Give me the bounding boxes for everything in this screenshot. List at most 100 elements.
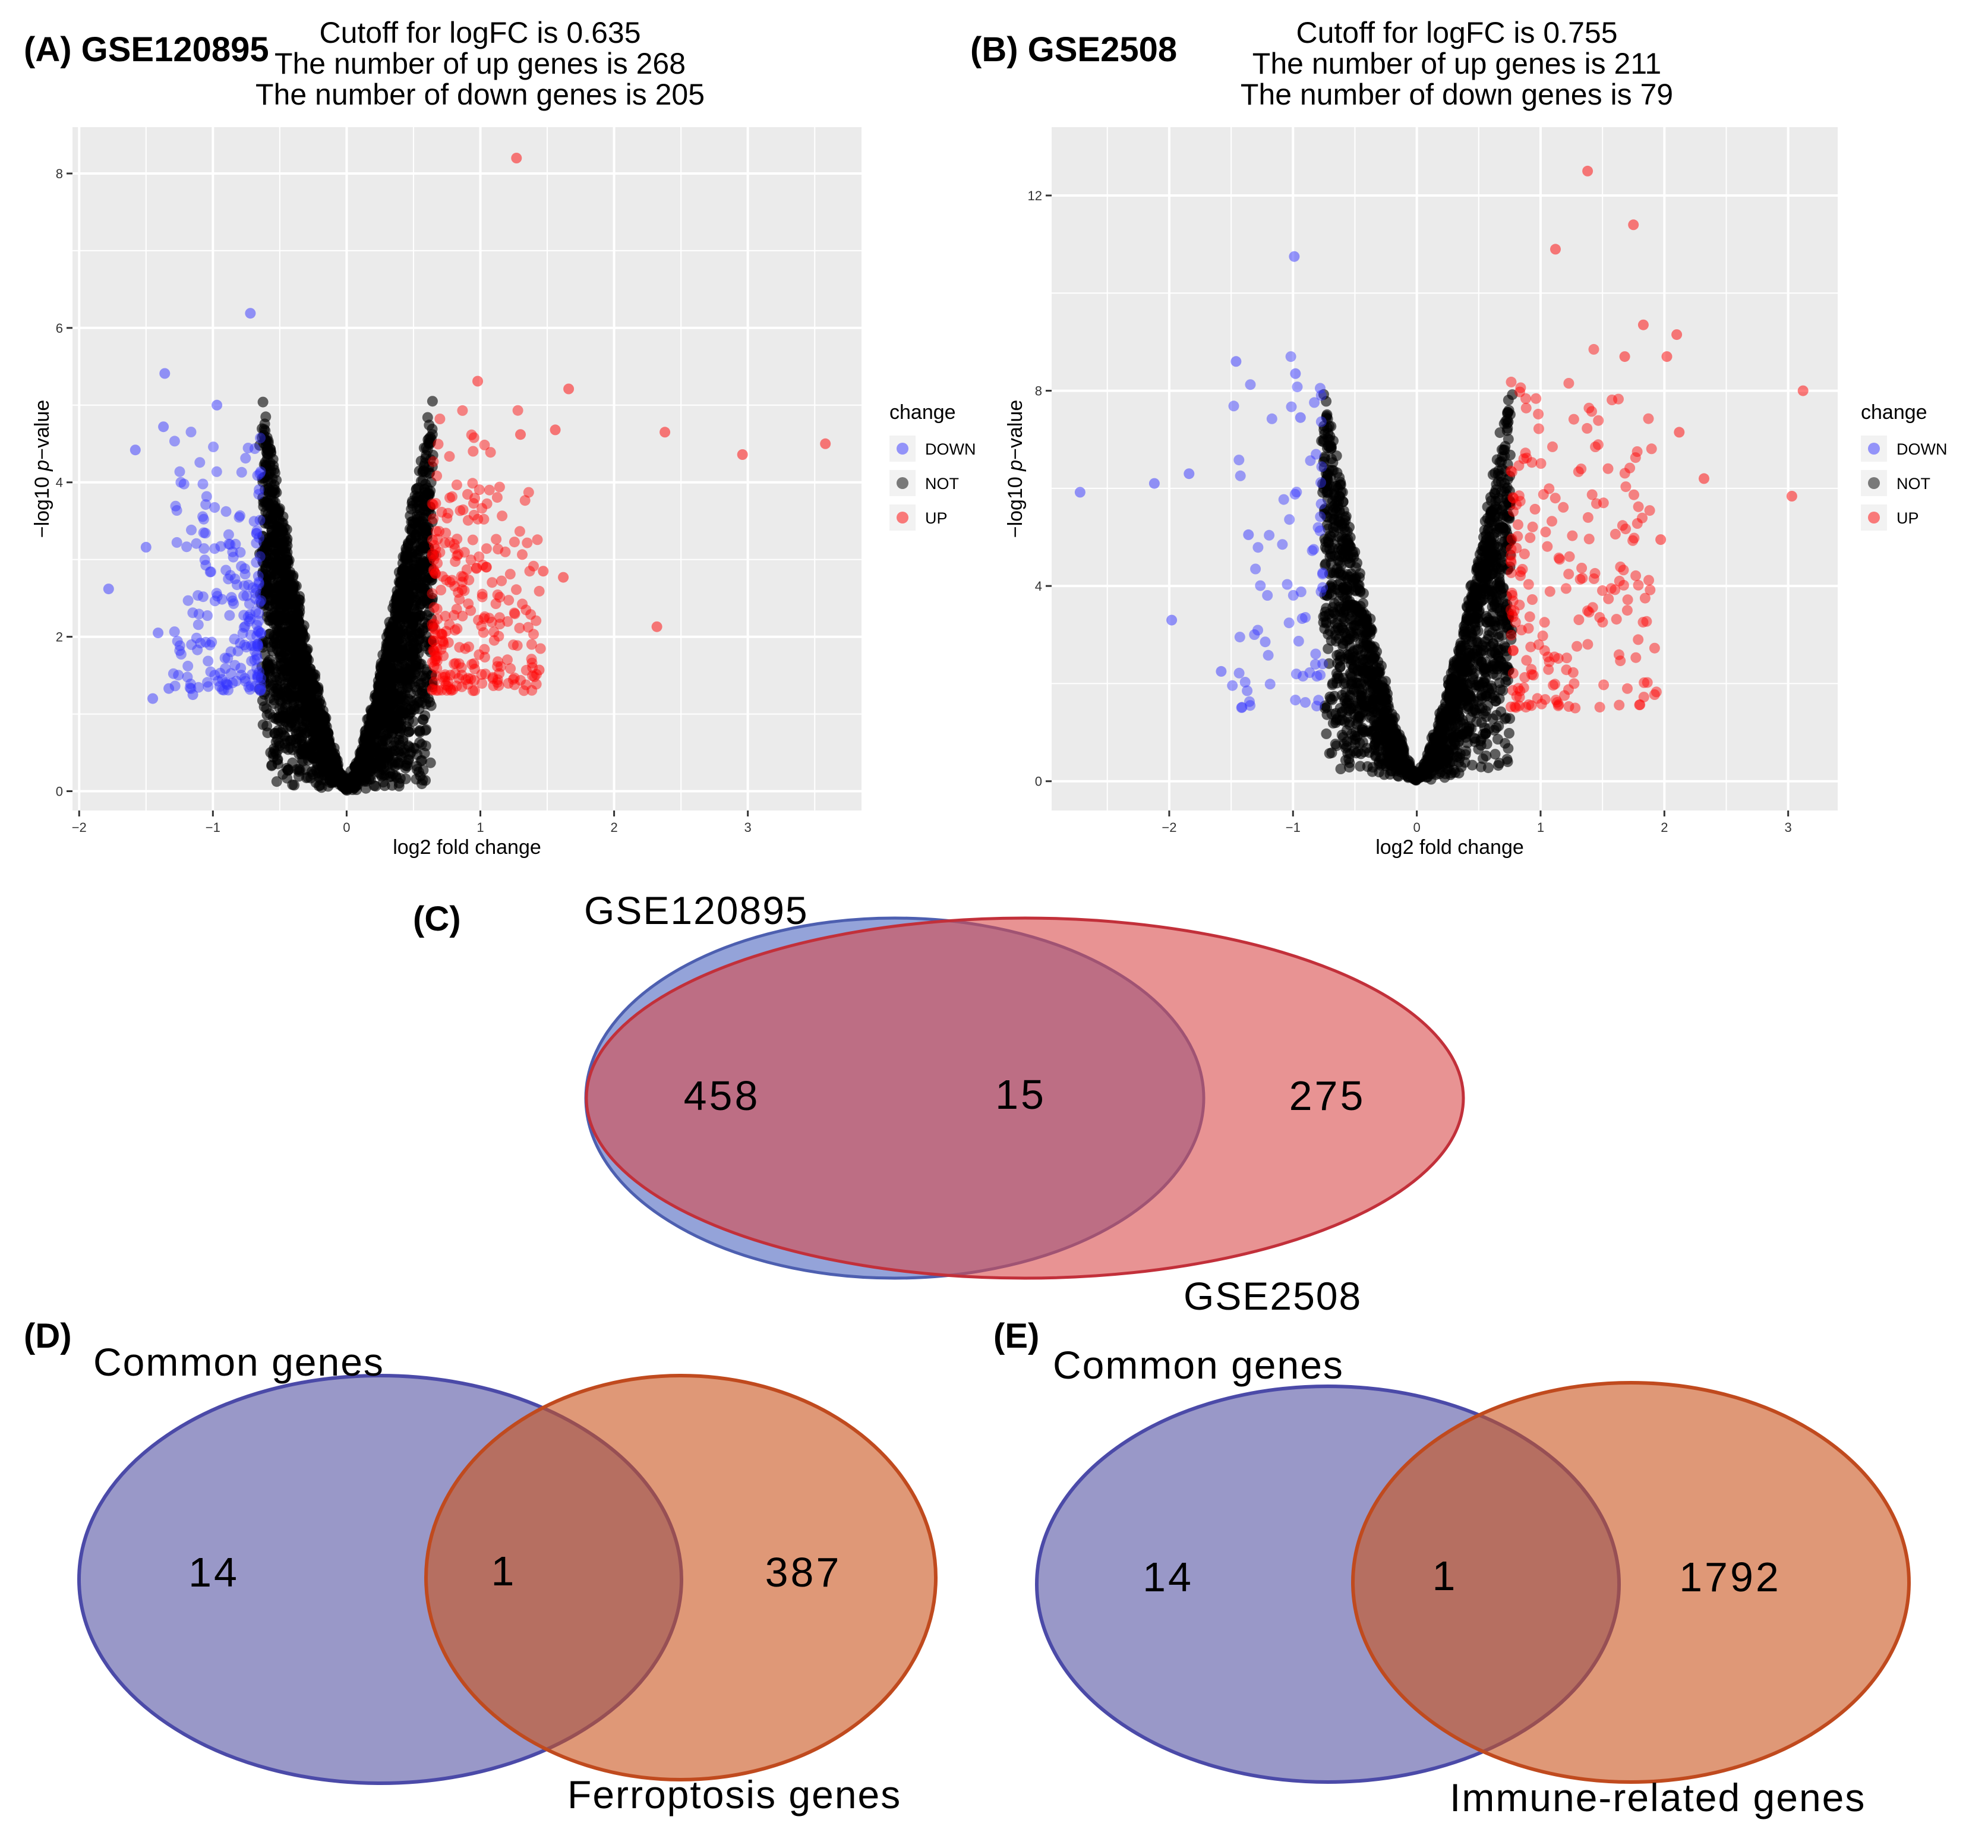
panel-b-point-not bbox=[1467, 706, 1478, 717]
panel-a-point-up bbox=[437, 671, 449, 683]
panel-a-point-down bbox=[225, 668, 236, 679]
panel-a-point-down bbox=[178, 478, 190, 490]
panel-a-point-up bbox=[431, 603, 443, 614]
panel-a-point-up bbox=[488, 626, 500, 638]
panel-b-point-not bbox=[1501, 661, 1513, 673]
panel-a-point-not bbox=[294, 713, 305, 724]
panel-a-point-down bbox=[209, 595, 220, 607]
panel-a-point-up bbox=[524, 566, 535, 577]
panel-a-point-up bbox=[465, 673, 477, 685]
panel-a-point-not bbox=[291, 675, 302, 686]
panel-b-point-not bbox=[1482, 682, 1493, 693]
panel-a-point-up bbox=[479, 439, 490, 450]
panel-a-point-down bbox=[235, 510, 245, 521]
panel-b-point-not bbox=[1491, 454, 1503, 465]
panel-a-point-not bbox=[317, 765, 329, 776]
panel-a-point-down bbox=[253, 626, 264, 637]
panel-a-point-up bbox=[504, 569, 516, 580]
panel-a-point-down bbox=[247, 669, 258, 680]
panel-a-point-up bbox=[449, 581, 460, 592]
panel-a-point-down bbox=[245, 680, 257, 691]
panel-a-point-down bbox=[209, 670, 220, 681]
panel-a-point-up bbox=[469, 674, 480, 686]
panel-a-point-down bbox=[239, 621, 251, 632]
panel-b-point-not bbox=[1487, 638, 1498, 649]
panel-a-point-up bbox=[453, 673, 464, 684]
panel-a-point-down bbox=[249, 443, 260, 454]
panel-a-point-up bbox=[450, 658, 461, 669]
panel-a-point-up bbox=[500, 546, 511, 557]
panel-a-point-down bbox=[254, 468, 266, 480]
panel-a-point-down bbox=[238, 590, 249, 601]
panel-b-point-not bbox=[1339, 635, 1350, 646]
panel-a-point-down bbox=[198, 543, 210, 554]
panel-b-point-not bbox=[1369, 641, 1380, 652]
panel-a-point-down bbox=[198, 527, 209, 538]
panel-a-point-not bbox=[405, 749, 416, 760]
panel-a-point-not bbox=[389, 637, 400, 648]
panel-a-point-up bbox=[427, 588, 438, 599]
panel-a-point-up bbox=[428, 622, 439, 633]
panel-a-point-up bbox=[488, 635, 500, 646]
panel-b-point-not bbox=[1499, 510, 1510, 521]
panel-a-point-down bbox=[228, 551, 239, 563]
panel-a-point-down bbox=[200, 636, 212, 648]
panel-a-point-not bbox=[306, 685, 317, 696]
panel-b-point-not bbox=[1335, 764, 1346, 774]
panel-a-point-up bbox=[493, 680, 504, 691]
panel-a-point-down bbox=[251, 584, 262, 595]
panel-a-point-down bbox=[203, 681, 214, 692]
panel-a-point-not bbox=[280, 702, 291, 713]
panel-a-point-down bbox=[232, 645, 244, 657]
panel-a-point-up bbox=[481, 562, 492, 573]
panel-a-point-down bbox=[209, 502, 220, 513]
panel-a-point-up bbox=[449, 539, 460, 550]
panel-a-point-not bbox=[374, 687, 385, 698]
panel-a-point-up bbox=[456, 570, 467, 582]
panel-a-point-not bbox=[414, 726, 425, 737]
panel-a-point-down bbox=[247, 582, 258, 594]
panel-a-point-up bbox=[432, 613, 443, 625]
panel-b-point-not bbox=[1358, 726, 1369, 737]
panel-a-point-up bbox=[441, 685, 453, 696]
panel-b-point-not bbox=[1484, 625, 1495, 636]
panel-a-point-up bbox=[503, 595, 515, 606]
panel-a-point-up bbox=[438, 650, 449, 661]
panel-a-point-up bbox=[490, 598, 501, 609]
panel-b-point-not bbox=[1330, 618, 1341, 629]
panel-a-point-down bbox=[223, 685, 233, 696]
panel-a-point-not bbox=[412, 491, 424, 503]
panel-a-point-up bbox=[517, 549, 528, 560]
panel-a-point-down bbox=[251, 557, 262, 568]
panel-a-point-down bbox=[227, 546, 238, 557]
panel-a-point-not bbox=[427, 621, 438, 632]
panel-a-point-up bbox=[502, 616, 513, 627]
panel-a-point-down bbox=[254, 685, 266, 696]
panel-a-point-down bbox=[229, 633, 240, 645]
panel-a-point-not bbox=[311, 695, 323, 706]
panel-a-point-not bbox=[427, 679, 438, 690]
panel-a-point-not bbox=[425, 700, 437, 711]
panel-a-point-up bbox=[487, 577, 498, 588]
panel-a-point-up bbox=[436, 506, 447, 518]
panel-a-point-not bbox=[270, 588, 281, 599]
panel-a-point-up bbox=[459, 547, 470, 558]
panel-a-y-tick-label: 8 bbox=[56, 166, 63, 181]
panel-a-point-down bbox=[209, 543, 220, 554]
panel-a-point-down bbox=[163, 683, 175, 694]
panel-a-point-up bbox=[514, 623, 525, 633]
panel-a-point-down bbox=[197, 478, 209, 490]
panel-a-point-not bbox=[282, 607, 293, 618]
panel-b-point-not bbox=[1329, 515, 1340, 526]
panel-a-point-down bbox=[172, 636, 183, 647]
panel-a-point-up bbox=[659, 427, 671, 438]
panel-a-point-up bbox=[509, 679, 520, 690]
panel-a-point-down bbox=[253, 570, 264, 582]
panel-a-point-down bbox=[233, 512, 245, 523]
panel-a-point-up bbox=[437, 629, 448, 640]
panel-a-point-up bbox=[507, 674, 519, 685]
panel-a-point-up bbox=[432, 534, 443, 545]
panel-a-point-not bbox=[395, 739, 406, 750]
panel-a-point-not bbox=[427, 396, 438, 407]
panel-a-point-down bbox=[182, 595, 194, 606]
